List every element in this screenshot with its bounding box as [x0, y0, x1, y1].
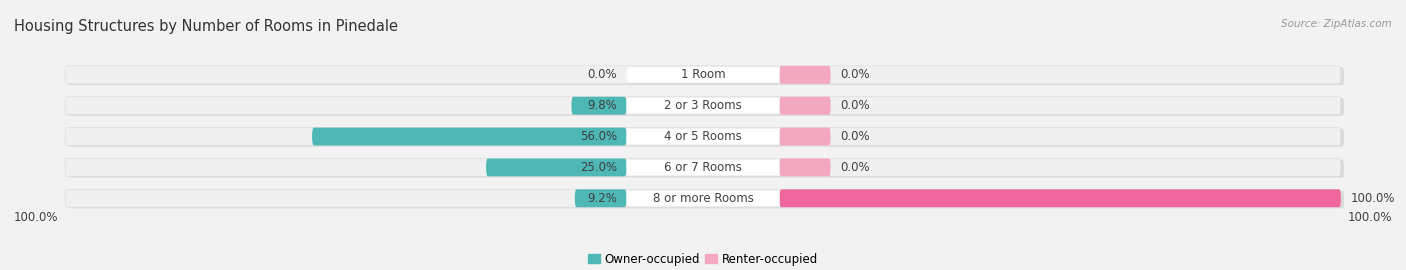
FancyBboxPatch shape	[312, 128, 627, 146]
Legend: Owner-occupied, Renter-occupied: Owner-occupied, Renter-occupied	[583, 248, 823, 270]
Text: 25.0%: 25.0%	[579, 161, 617, 174]
FancyBboxPatch shape	[627, 67, 779, 82]
Text: 0.0%: 0.0%	[841, 161, 870, 174]
FancyBboxPatch shape	[69, 67, 1344, 85]
FancyBboxPatch shape	[779, 189, 1341, 207]
FancyBboxPatch shape	[779, 66, 831, 84]
FancyBboxPatch shape	[69, 129, 1344, 147]
FancyBboxPatch shape	[627, 129, 779, 144]
FancyBboxPatch shape	[627, 160, 779, 175]
FancyBboxPatch shape	[65, 158, 1341, 176]
FancyBboxPatch shape	[627, 98, 779, 113]
Text: 6 or 7 Rooms: 6 or 7 Rooms	[664, 161, 742, 174]
Text: 100.0%: 100.0%	[14, 211, 59, 224]
Text: 100.0%: 100.0%	[1347, 211, 1392, 224]
Text: 0.0%: 0.0%	[841, 68, 870, 81]
Text: 8 or more Rooms: 8 or more Rooms	[652, 192, 754, 205]
FancyBboxPatch shape	[69, 98, 1344, 116]
Text: 100.0%: 100.0%	[1351, 192, 1395, 205]
FancyBboxPatch shape	[627, 191, 779, 206]
FancyBboxPatch shape	[69, 160, 1344, 178]
Text: 0.0%: 0.0%	[841, 130, 870, 143]
FancyBboxPatch shape	[65, 97, 1341, 115]
FancyBboxPatch shape	[575, 189, 627, 207]
Text: 2 or 3 Rooms: 2 or 3 Rooms	[664, 99, 742, 112]
Text: Housing Structures by Number of Rooms in Pinedale: Housing Structures by Number of Rooms in…	[14, 19, 398, 34]
FancyBboxPatch shape	[779, 128, 831, 146]
FancyBboxPatch shape	[69, 191, 1344, 208]
Text: 4 or 5 Rooms: 4 or 5 Rooms	[664, 130, 742, 143]
Text: 9.8%: 9.8%	[588, 99, 617, 112]
FancyBboxPatch shape	[779, 97, 831, 115]
Text: 56.0%: 56.0%	[579, 130, 617, 143]
Text: 1 Room: 1 Room	[681, 68, 725, 81]
Text: 0.0%: 0.0%	[841, 99, 870, 112]
FancyBboxPatch shape	[65, 66, 1341, 84]
Text: Source: ZipAtlas.com: Source: ZipAtlas.com	[1281, 19, 1392, 29]
FancyBboxPatch shape	[65, 189, 1341, 207]
FancyBboxPatch shape	[65, 128, 1341, 146]
Text: 0.0%: 0.0%	[588, 68, 617, 81]
FancyBboxPatch shape	[571, 97, 627, 115]
FancyBboxPatch shape	[486, 158, 627, 176]
FancyBboxPatch shape	[779, 158, 831, 176]
Text: 9.2%: 9.2%	[588, 192, 617, 205]
